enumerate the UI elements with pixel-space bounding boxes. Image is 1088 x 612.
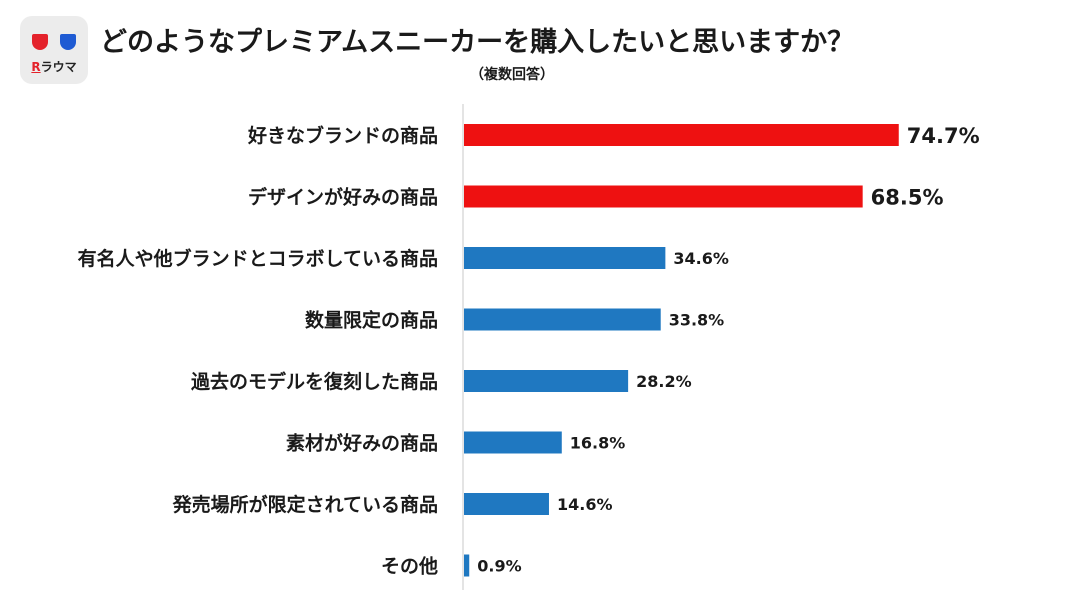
bar	[464, 554, 470, 577]
bar	[464, 185, 863, 208]
chart-subtitle: （複数回答）	[470, 67, 554, 83]
bar	[464, 308, 661, 331]
logo-r: R	[31, 60, 41, 74]
category-label: 数量限定の商品	[305, 309, 438, 332]
category-label: 過去のモデルを復刻した商品	[191, 370, 438, 393]
data-label: 28.2%	[636, 372, 692, 391]
category-label: その他	[381, 555, 438, 578]
category-label: 好きなブランドの商品	[247, 124, 438, 147]
data-label: 16.8%	[570, 434, 626, 453]
bar	[464, 124, 899, 146]
blue-cup-icon	[60, 34, 76, 50]
bar	[464, 370, 629, 392]
red-cup-icon	[32, 34, 48, 50]
logo-name: ラウマ	[40, 60, 77, 74]
bar	[464, 431, 562, 454]
data-label: 14.6%	[557, 495, 613, 514]
chart-title: どのようなプレミアムスニーカーを購入したいと思いますか？	[100, 27, 855, 58]
category-label: 発売場所が限定されている商品	[172, 493, 438, 516]
category-label: 有名人や他ブランドとコラボしている商品	[78, 247, 438, 270]
data-label: 34.6%	[673, 249, 729, 268]
data-label: 68.5%	[871, 186, 944, 210]
data-label: 74.7%	[907, 124, 980, 148]
data-label: 0.9%	[477, 557, 521, 576]
logo: Rラウマ	[20, 16, 88, 84]
bar	[464, 493, 549, 515]
data-label: 33.8%	[669, 311, 725, 330]
category-label: 素材が好みの商品	[286, 432, 438, 455]
bar	[464, 247, 666, 269]
category-label: デザインが好みの商品	[248, 186, 438, 209]
logo-text: Rラウマ	[20, 58, 88, 75]
